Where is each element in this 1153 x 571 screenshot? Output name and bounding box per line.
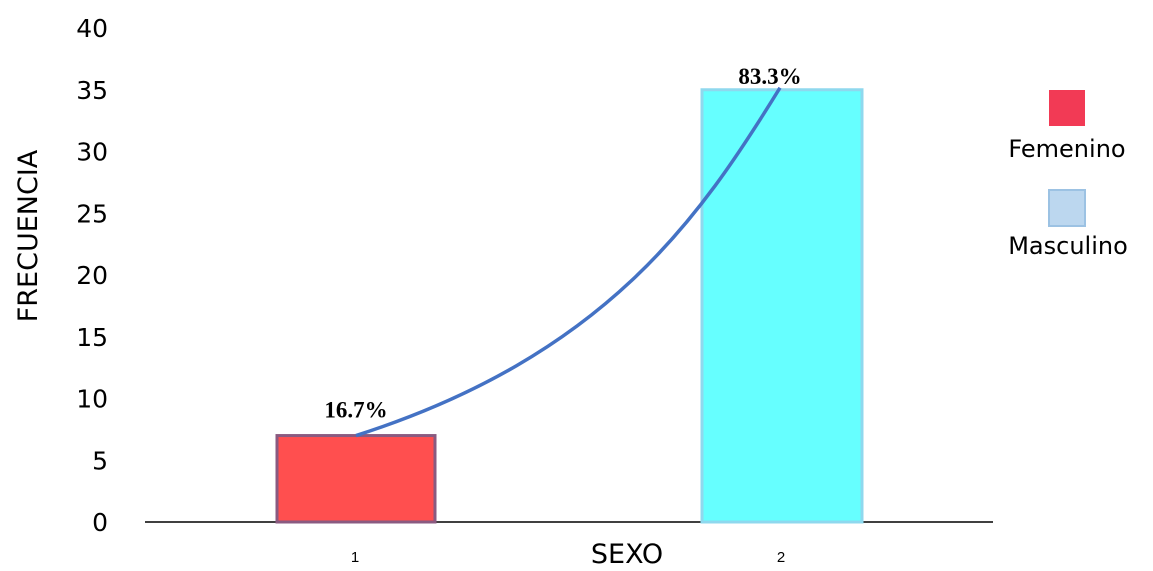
bar-group: [275, 434, 437, 524]
legend-entry: Femenino: [1008, 90, 1126, 163]
y-tick-label: 20: [76, 261, 108, 290]
bar: [700, 88, 864, 524]
legend: Femenino Masculino: [1008, 90, 1128, 260]
data-labels: 16.7% 83.3%: [324, 64, 801, 423]
data-label: 83.3%: [738, 64, 801, 89]
legend-entry: Masculino: [1008, 189, 1128, 260]
y-tick-label: 40: [76, 14, 108, 43]
bars: [275, 88, 864, 524]
y-axis-title: FRECUENCIA: [13, 149, 44, 322]
y-axis-tick-labels: 0 5 10 15 20 25 30 35 40: [76, 14, 108, 537]
y-tick-label: 30: [76, 138, 108, 167]
y-tick-label: 5: [92, 446, 108, 475]
trend-line: [355, 86, 782, 438]
y-tick-label: 10: [76, 385, 108, 414]
legend-swatch: [1049, 90, 1085, 126]
x-tick-label: 1: [351, 549, 359, 566]
y-tick-label: 15: [76, 323, 108, 352]
data-label: 16.7%: [324, 398, 387, 423]
x-axis-title: SEXO: [591, 539, 663, 570]
y-tick-label: 35: [76, 76, 108, 105]
legend-label: Femenino: [1008, 135, 1125, 163]
x-tick-label: 2: [777, 549, 785, 566]
bar-group: [700, 88, 864, 524]
bar: [275, 434, 437, 524]
y-tick-label: 0: [92, 508, 108, 537]
legend-swatch: [1048, 189, 1086, 227]
y-tick-label: 25: [76, 199, 108, 228]
legend-label: Masculino: [1008, 232, 1128, 260]
